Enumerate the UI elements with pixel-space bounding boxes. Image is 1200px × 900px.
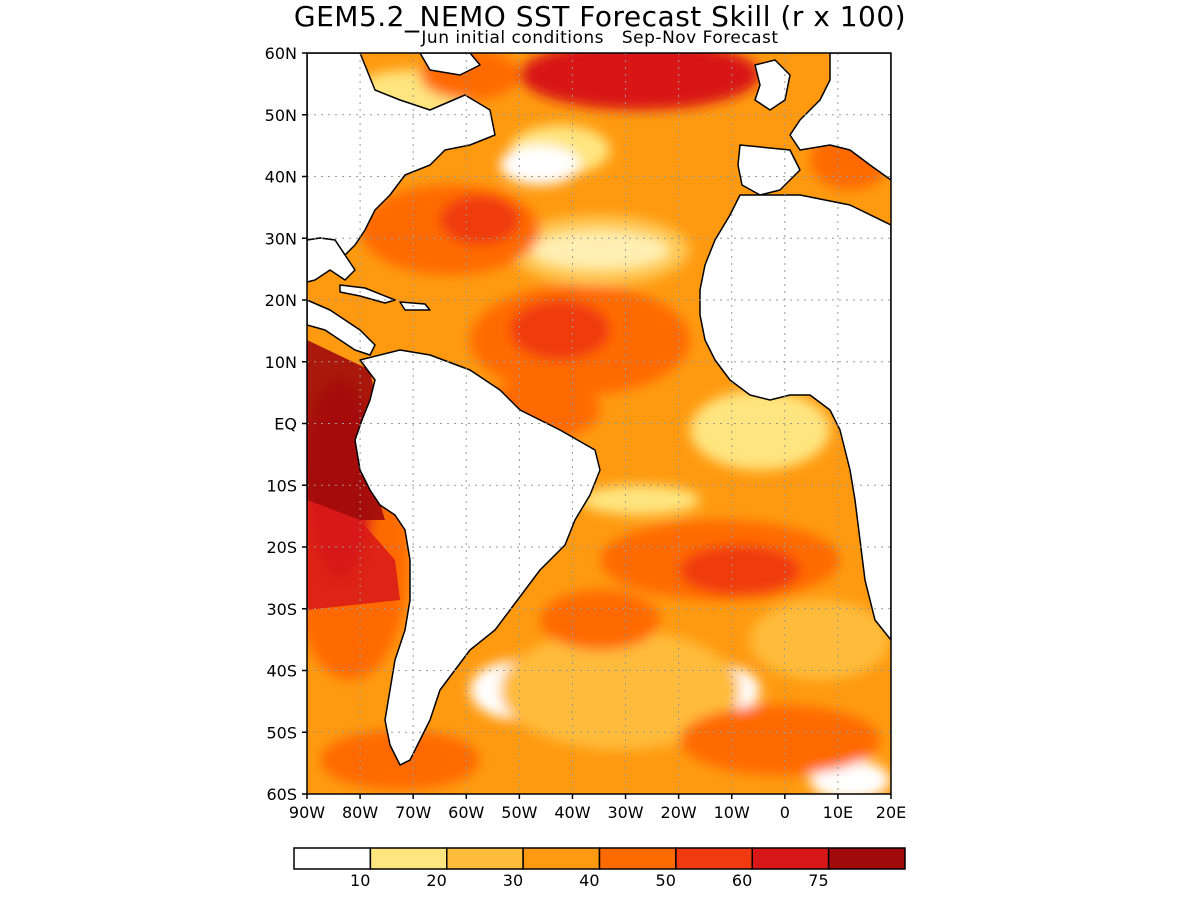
legend-swatch — [522, 847, 601, 870]
legend-label: 20 — [426, 871, 446, 890]
lat-label: 60N — [265, 44, 297, 63]
lat-label: 50N — [265, 106, 297, 125]
map-gridlines — [307, 53, 891, 794]
lat-label: 40N — [265, 168, 297, 187]
map-title: GEM5.2_NEMO SST Forecast Skill (r x 100) — [293, 0, 907, 33]
legend-label: 10 — [350, 871, 370, 890]
lat-label: 10N — [265, 353, 297, 372]
lat-label: 30S — [266, 600, 297, 619]
africa-land — [699, 194, 891, 641]
subtitle-initial-conditions: Jun initial conditions — [421, 28, 604, 48]
lon-label: 70W — [395, 803, 431, 822]
lat-label: 20S — [266, 538, 297, 557]
legend-swatch — [675, 847, 753, 870]
legend-label: 75 — [808, 871, 828, 890]
lon-label: 20W — [661, 803, 697, 822]
color-legend: 10 20 30 40 50 60 75 — [293, 847, 906, 890]
lat-label: 10S — [266, 476, 297, 495]
map-subtitle: Jun initial conditions Sep-Nov Forecast — [0, 28, 1200, 48]
legend-swatch — [751, 847, 830, 870]
lon-label: 90W — [289, 803, 325, 822]
legend-swatch — [446, 847, 524, 870]
legend-label: 40 — [579, 871, 599, 890]
hispaniola-island — [399, 301, 431, 311]
legend-swatch — [293, 847, 372, 870]
greenland-land — [419, 53, 481, 76]
lon-label: 0 — [780, 803, 790, 822]
lon-label: 80W — [342, 803, 378, 822]
legend-label: 50 — [656, 871, 676, 890]
florida-gulf-land — [307, 237, 356, 283]
lat-label: 60S — [266, 785, 297, 804]
longitude-labels: 90W 80W 70W 60W 50W 40W 30W 20W 10W 0 10E 20E — [289, 803, 906, 822]
lat-label: 50S — [266, 723, 297, 742]
south-america-land — [354, 349, 601, 766]
legend-swatch — [827, 847, 906, 870]
skill-field — [307, 53, 891, 794]
axis-ticks — [302, 52, 892, 799]
legend-label: 30 — [503, 871, 523, 890]
lat-label: 40S — [266, 662, 297, 681]
latitude-labels: 60N 50N 40N 30N 20N 10N EQ 10S 20S 30S 40S 50S 60S — [265, 44, 297, 804]
central-america-land — [307, 299, 376, 356]
legend-label: 60 — [732, 871, 752, 890]
iberia-land — [737, 144, 801, 196]
lat-label: EQ — [274, 415, 297, 434]
legend-swatch — [369, 847, 448, 870]
lon-label: 10E — [823, 803, 853, 822]
british-isles-land — [754, 59, 791, 111]
lon-label: 60W — [448, 803, 484, 822]
lon-label: 40W — [554, 803, 590, 822]
subtitle-forecast-period: Sep-Nov Forecast — [621, 28, 779, 48]
cuba-island — [339, 284, 396, 304]
europe-land — [789, 53, 891, 181]
lat-label: 30N — [265, 229, 297, 248]
lon-label: 50W — [501, 803, 537, 822]
land — [307, 53, 891, 766]
lon-label: 20E — [876, 803, 906, 822]
lon-label: 30W — [607, 803, 643, 822]
lon-label: 10W — [714, 803, 750, 822]
legend-swatch — [598, 847, 677, 870]
lat-label: 20N — [265, 291, 297, 310]
